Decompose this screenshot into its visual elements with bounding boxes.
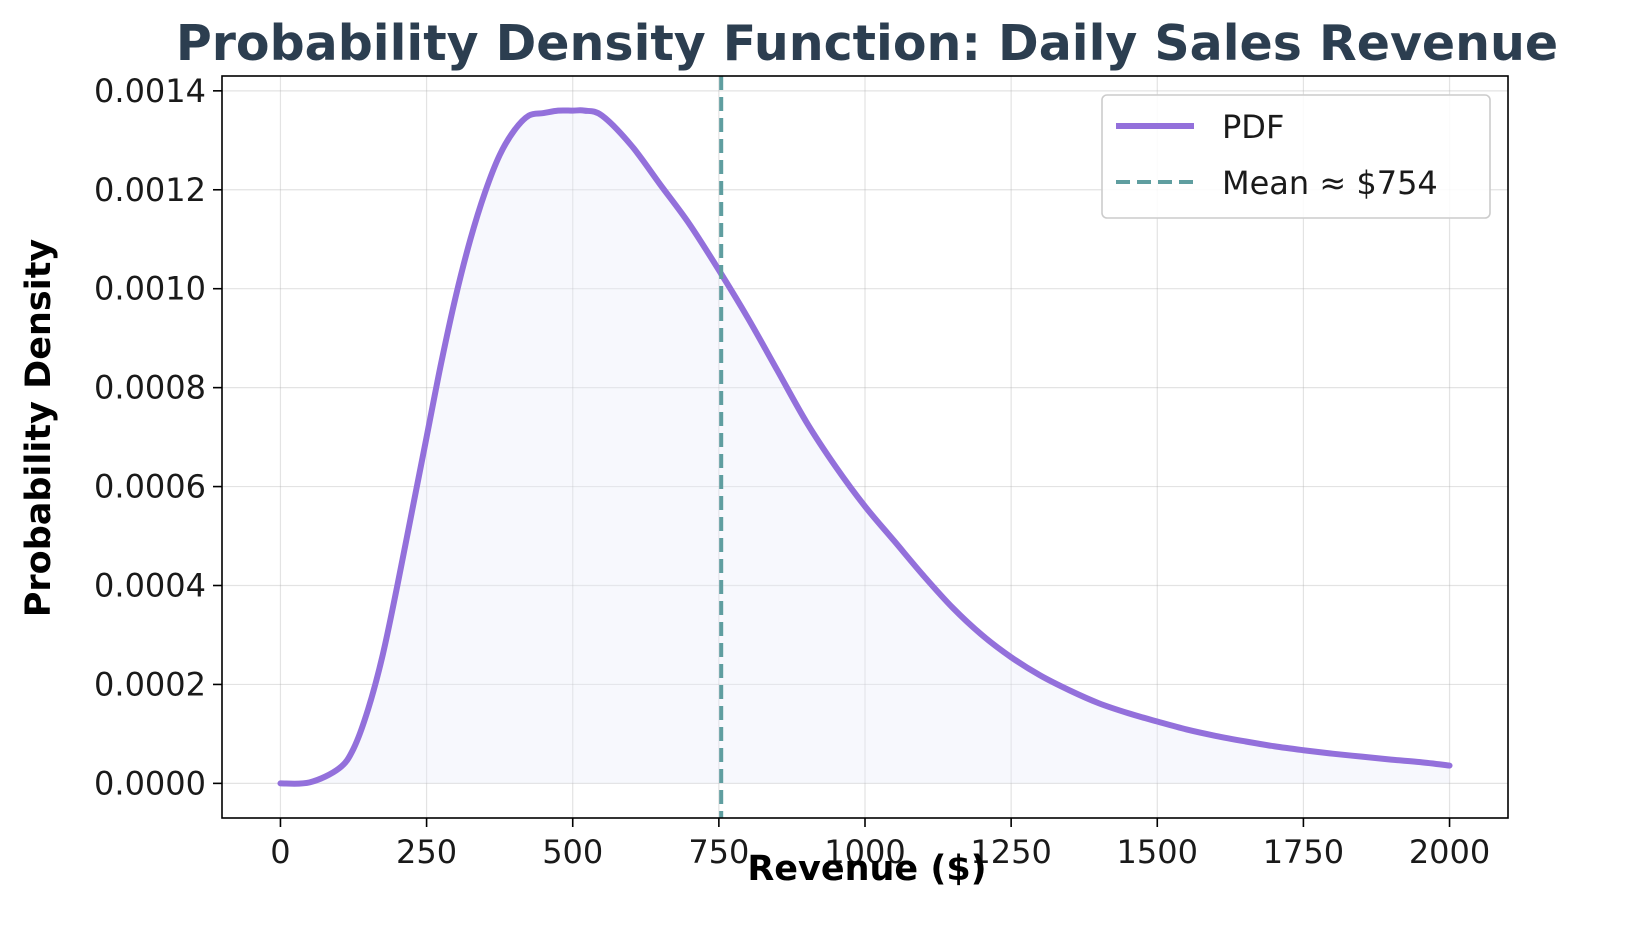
y-tick-label: 0.0012 — [94, 171, 206, 209]
y-tick-label: 0.0014 — [94, 72, 206, 110]
x-tick-label: 0 — [270, 833, 290, 871]
y-axis-label: Probability Density — [19, 239, 59, 618]
chart-title: Probability Density Function: Daily Sale… — [176, 15, 1558, 72]
series-layer — [277, 107, 1453, 787]
x-tick-label: 750 — [688, 833, 749, 871]
y-tick-label: 0.0006 — [94, 468, 206, 506]
x-axis-label: Revenue ($) — [747, 849, 986, 889]
legend: PDF Mean ≈ $754 — [1101, 94, 1491, 219]
x-tick-label: 1500 — [1117, 833, 1198, 871]
y-tick-label: 0.0002 — [94, 665, 206, 703]
x-tick-label: 2000 — [1409, 833, 1490, 871]
y-tick-label: 0.0010 — [94, 270, 206, 308]
x-tick-label: 1750 — [1263, 833, 1344, 871]
legend-pdf-label: PDF — [1222, 108, 1284, 146]
legend-mean-label: Mean ≈ $754 — [1222, 164, 1438, 202]
x-tick-label: 1250 — [970, 833, 1051, 871]
y-tick-label: 0.0000 — [94, 764, 206, 802]
x-tick-label: 250 — [396, 833, 457, 871]
x-tick-label: 500 — [542, 833, 603, 871]
x-tick-label: 1000 — [824, 833, 905, 871]
legend-box — [1101, 94, 1491, 219]
pdf-series-line — [277, 107, 1453, 787]
fill-layer — [280, 110, 1450, 784]
y-tick-label: 0.0004 — [94, 567, 206, 605]
ticks-layer: 0 250 500 750 1000 1250 1500 1750 2000 0.0000 0.00… — [94, 72, 1490, 871]
y-tick-label: 0.0008 — [94, 369, 206, 407]
pdf-area-fill — [280, 110, 1450, 784]
